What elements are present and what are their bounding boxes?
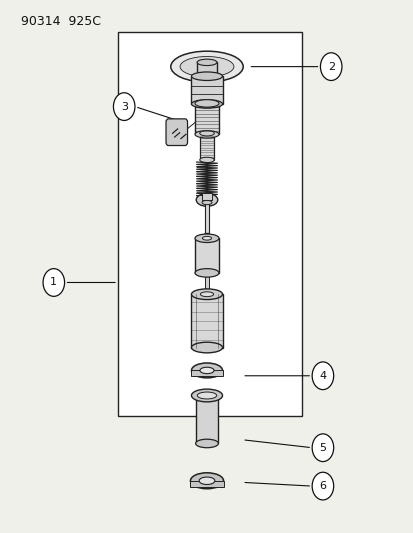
Circle shape bbox=[311, 434, 333, 462]
Ellipse shape bbox=[203, 198, 210, 202]
Ellipse shape bbox=[195, 131, 218, 138]
Circle shape bbox=[311, 362, 333, 390]
Ellipse shape bbox=[202, 237, 211, 240]
Ellipse shape bbox=[191, 389, 222, 402]
Ellipse shape bbox=[197, 59, 216, 66]
Ellipse shape bbox=[191, 342, 222, 353]
Bar bbox=[195, 395, 218, 443]
Ellipse shape bbox=[199, 131, 214, 136]
Bar bbox=[199, 133, 214, 160]
Bar bbox=[195, 238, 218, 273]
Polygon shape bbox=[204, 233, 209, 243]
Ellipse shape bbox=[190, 473, 223, 489]
Text: 1: 1 bbox=[50, 278, 57, 287]
Circle shape bbox=[311, 472, 333, 500]
Bar bbox=[190, 481, 223, 487]
Text: 3: 3 bbox=[121, 102, 127, 111]
Ellipse shape bbox=[195, 234, 218, 243]
Text: 5: 5 bbox=[319, 443, 325, 453]
Text: 2: 2 bbox=[327, 62, 334, 71]
Bar bbox=[202, 193, 211, 200]
Bar bbox=[191, 294, 222, 348]
Ellipse shape bbox=[180, 56, 233, 77]
Text: 4: 4 bbox=[318, 371, 326, 381]
Ellipse shape bbox=[199, 477, 214, 484]
Circle shape bbox=[43, 269, 64, 296]
Bar bbox=[118, 32, 301, 416]
Ellipse shape bbox=[199, 367, 214, 374]
Ellipse shape bbox=[200, 292, 213, 297]
Bar bbox=[195, 103, 218, 134]
Ellipse shape bbox=[202, 200, 211, 205]
Ellipse shape bbox=[195, 100, 218, 107]
Ellipse shape bbox=[170, 51, 243, 82]
Ellipse shape bbox=[191, 100, 222, 108]
Ellipse shape bbox=[197, 392, 216, 399]
Bar bbox=[191, 370, 222, 376]
Ellipse shape bbox=[195, 269, 218, 277]
Text: 90314  925C: 90314 925C bbox=[21, 15, 100, 28]
Circle shape bbox=[113, 93, 135, 120]
Ellipse shape bbox=[191, 363, 222, 378]
Text: 6: 6 bbox=[319, 481, 325, 491]
Bar bbox=[191, 76, 222, 104]
Bar bbox=[204, 272, 209, 292]
Ellipse shape bbox=[199, 157, 214, 163]
Ellipse shape bbox=[195, 439, 218, 448]
Circle shape bbox=[320, 53, 341, 80]
FancyBboxPatch shape bbox=[166, 119, 187, 146]
Bar bbox=[204, 203, 209, 233]
Ellipse shape bbox=[191, 289, 222, 300]
Polygon shape bbox=[204, 292, 209, 301]
Ellipse shape bbox=[191, 72, 222, 80]
Bar bbox=[197, 62, 216, 77]
Ellipse shape bbox=[196, 193, 217, 206]
